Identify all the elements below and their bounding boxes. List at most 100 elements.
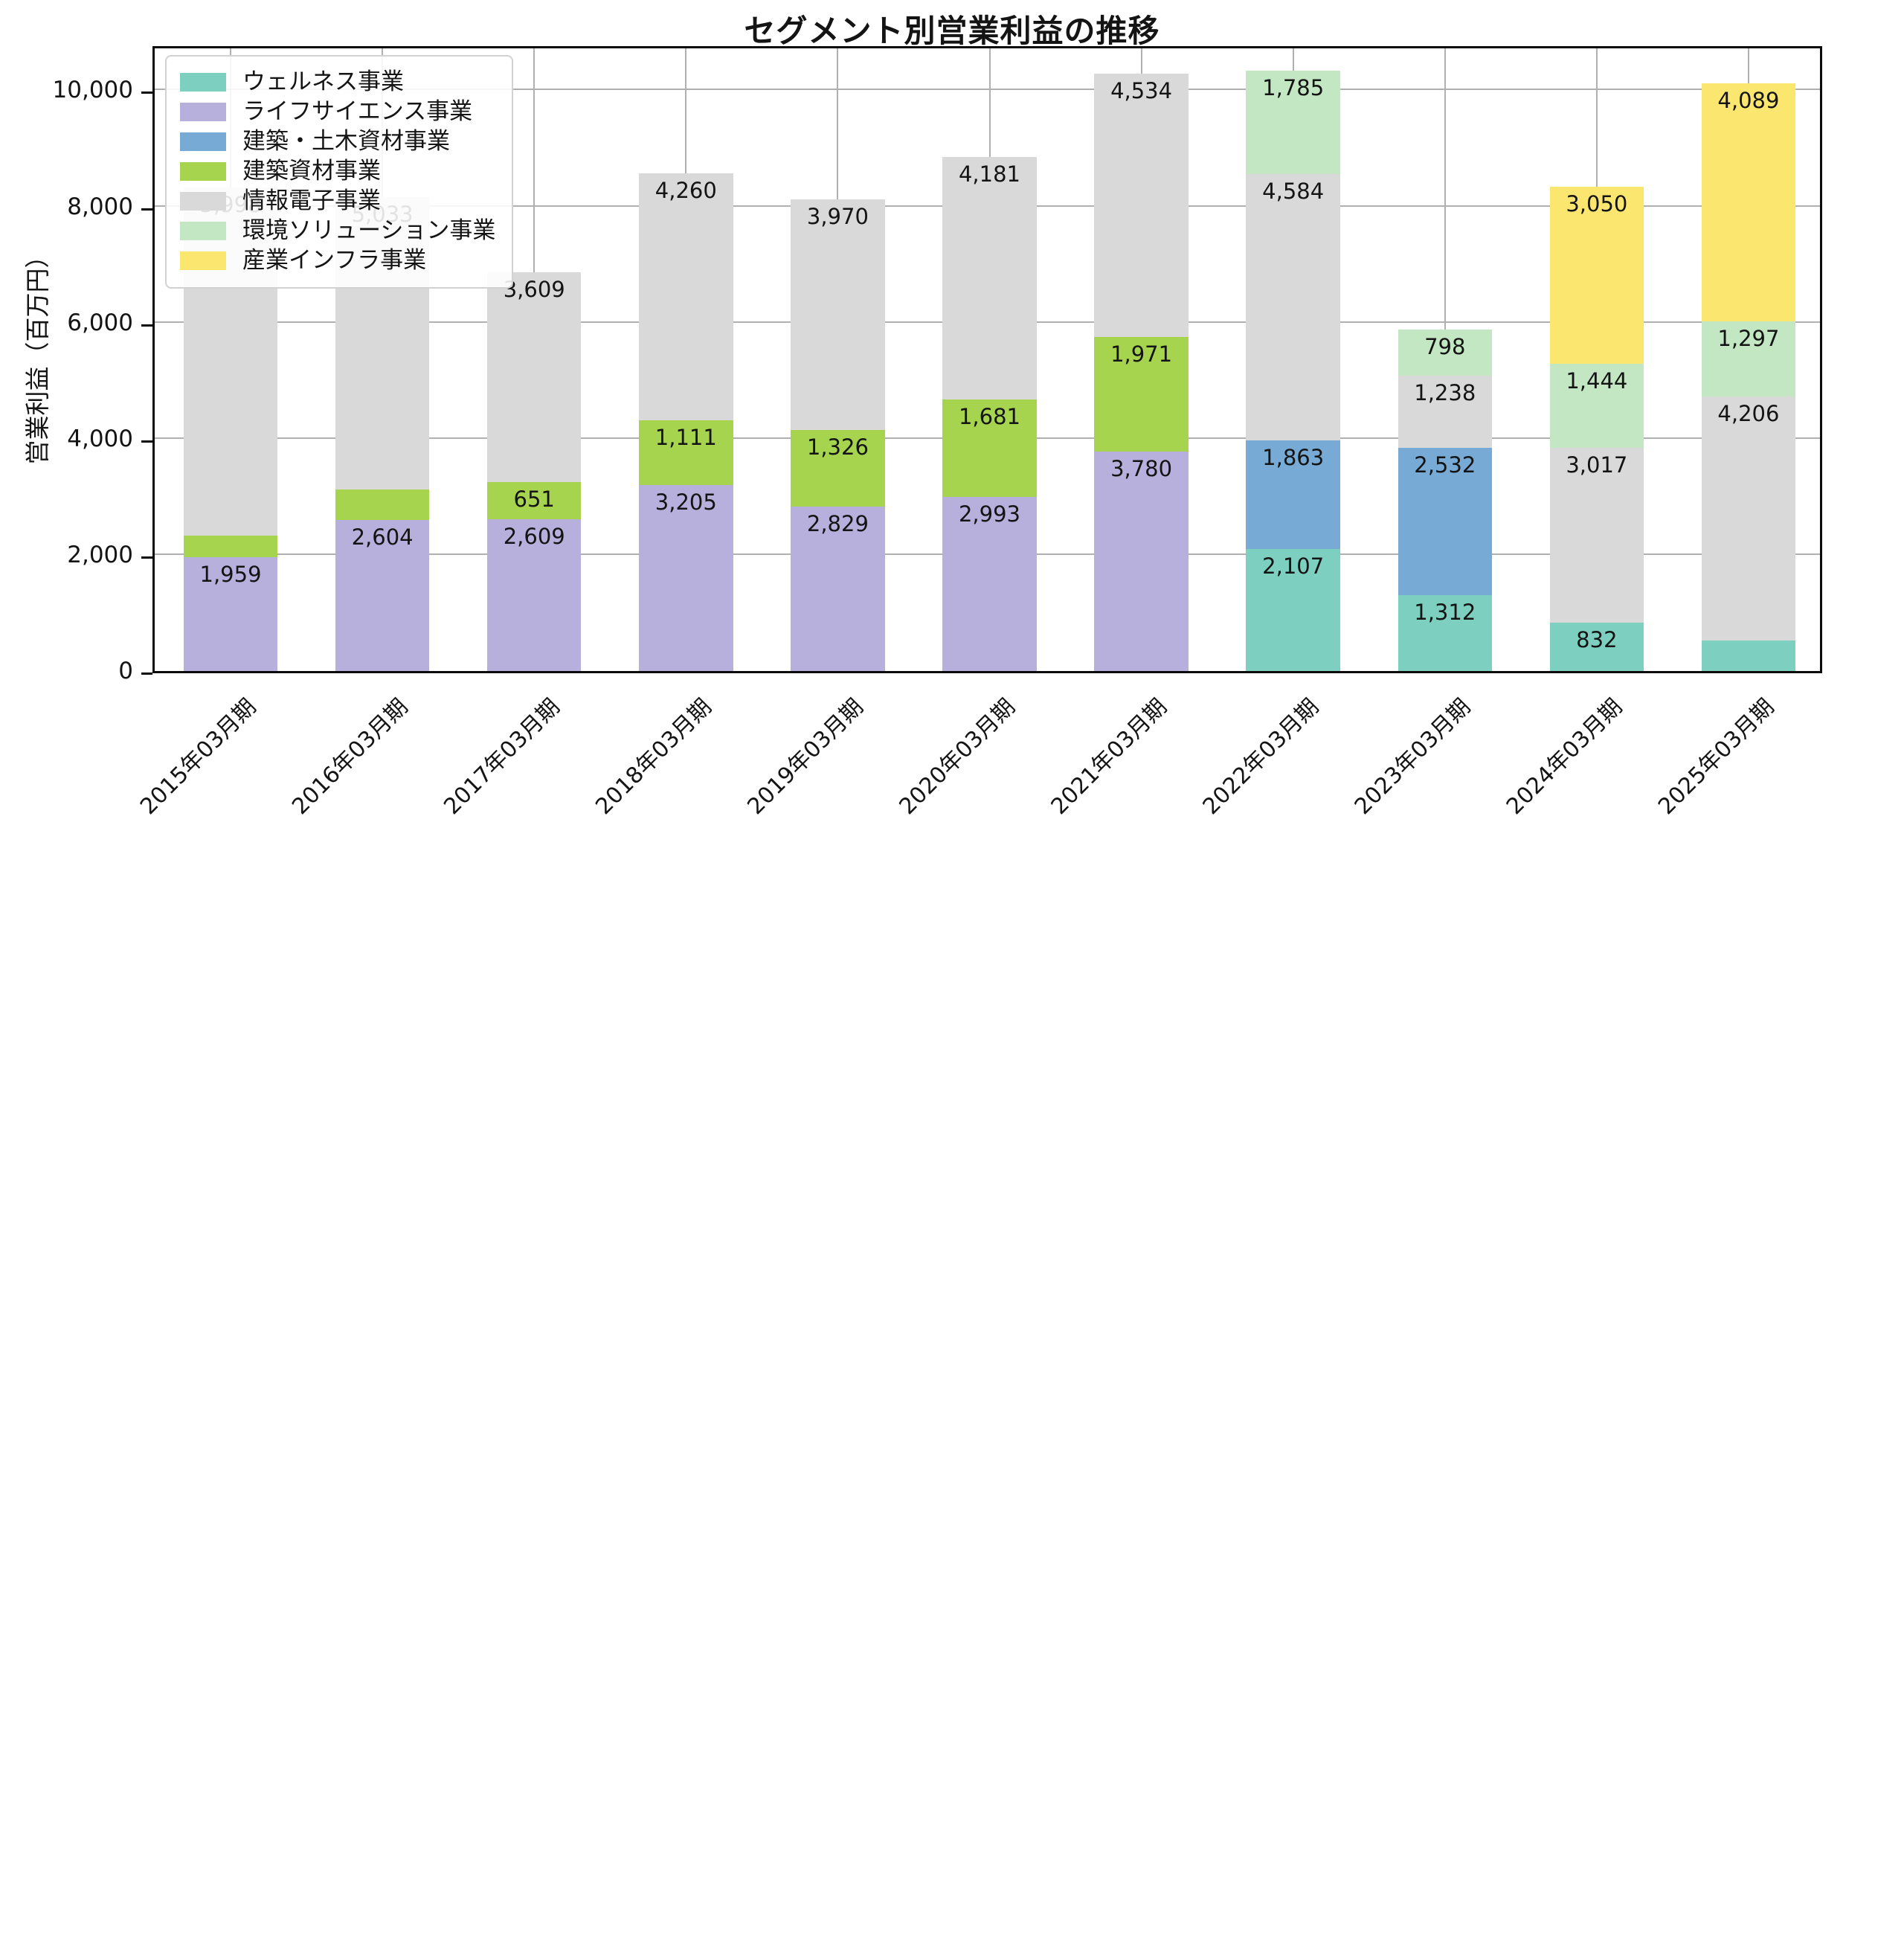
- bar-segment[interactable]: 1,959: [183, 557, 278, 671]
- y-tick-mark: [141, 556, 152, 559]
- bar-value-label: 2,107: [1262, 553, 1325, 579]
- y-tick-mark: [141, 440, 152, 443]
- bar-segment[interactable]: 522: [335, 458, 430, 520]
- bar-segment[interactable]: 4,089: [1701, 83, 1796, 321]
- bar-group[interactable]: 1,312 2,532 1,238 798: [1398, 330, 1493, 671]
- bar-group[interactable]: 2,609 651 3,609: [486, 272, 582, 671]
- bar-segment[interactable]: 1,444: [1549, 363, 1644, 448]
- bar-segment[interactable]: 2,829: [791, 507, 885, 671]
- bar-segment[interactable]: 3,050: [1549, 186, 1644, 364]
- bar-value-label: 1,959: [199, 562, 262, 588]
- bar-value-label: 3,205: [654, 489, 717, 515]
- legend-swatch-icon: [180, 72, 226, 92]
- bar-value-label: 3,050: [1566, 190, 1628, 216]
- bar-segment[interactable]: 4,534: [1094, 74, 1189, 338]
- bar-value-label: 1,444: [1566, 367, 1628, 394]
- legend-item-4[interactable]: 建築資材事業: [180, 156, 495, 186]
- bar-group[interactable]: 2,993 1,681 4,181: [942, 156, 1037, 671]
- x-tick-label: 2023年03月期: [1349, 693, 1476, 821]
- bar-segment[interactable]: 4,584: [1246, 174, 1340, 441]
- legend-swatch-icon: [180, 161, 226, 181]
- bar-group[interactable]: 3,205 1,111 4,260: [639, 173, 733, 671]
- page-title: セグメント別営業利益の推移: [744, 13, 1160, 49]
- bar-segment[interactable]: 4,181: [942, 156, 1037, 400]
- bar-value-label: 4,181: [958, 161, 1020, 187]
- bar-segment[interactable]: 2,107: [1246, 548, 1340, 671]
- bar-value-label: 2,532: [1414, 452, 1476, 478]
- bar-segment[interactable]: 1,785: [1246, 71, 1340, 175]
- bar-segment[interactable]: 2,609: [486, 519, 582, 671]
- bar-group[interactable]: 523 4,206 1,297 4,089: [1701, 83, 1796, 671]
- y-tick-label: 4,000: [67, 425, 133, 452]
- legend-item-2[interactable]: ライフサイエンス事業: [180, 97, 495, 126]
- bar-segment[interactable]: 2,604: [335, 519, 430, 671]
- bar-segment[interactable]: 2,993: [942, 497, 1037, 671]
- bar-segment[interactable]: 1,326: [791, 429, 885, 507]
- bar-segment[interactable]: 2,532: [1398, 447, 1493, 595]
- bar-group[interactable]: 2,829 1,326 3,970: [791, 199, 885, 671]
- bar-group[interactable]: 2,107 1,863 4,584 1,785: [1246, 71, 1340, 671]
- y-tick-label: 6,000: [67, 309, 133, 336]
- y-tick-mark: [141, 324, 152, 327]
- y-tick-label: 8,000: [67, 193, 133, 220]
- bar-segment[interactable]: 1,238: [1398, 376, 1493, 448]
- legend-swatch-icon: [180, 221, 226, 240]
- bar-value-label: 2,609: [503, 524, 565, 550]
- bar-segment[interactable]: 1,312: [1398, 594, 1493, 671]
- legend-item-6[interactable]: 環境ソリューション事業: [180, 216, 495, 245]
- legend-item-7[interactable]: 産業インフラ事業: [180, 245, 495, 275]
- bar-segment[interactable]: 4,260: [639, 173, 733, 421]
- bar-segment[interactable]: 3,970: [791, 199, 885, 430]
- bar-segment[interactable]: 3,205: [639, 484, 733, 671]
- bar-group[interactable]: 832 3,017 1,444 3,050: [1549, 186, 1644, 671]
- bar-value-label: 1,863: [1262, 445, 1325, 471]
- bar-value-label: 4,089: [1717, 88, 1780, 114]
- bar-value-label: 2,604: [351, 524, 414, 550]
- bar-segment[interactable]: 3,609: [486, 272, 582, 482]
- legend-item-1[interactable]: ウェルネス事業: [180, 67, 495, 97]
- bar-value-label: 2,829: [806, 511, 869, 537]
- bar-segment[interactable]: 1,971: [1094, 337, 1189, 452]
- bar-value-label: 4,260: [654, 177, 717, 203]
- bar-value-label: 3,970: [806, 203, 869, 229]
- legend: ウェルネス事業 ライフサイエンス事業 建築・土木資材事業 建築資材事業 情報電子事業 環境…: [165, 55, 514, 289]
- legend-swatch-icon: [180, 102, 226, 121]
- bar-value-label: 1,971: [1110, 341, 1173, 367]
- bar-value-label: 1,297: [1717, 325, 1780, 351]
- x-tick-label: 2020年03月期: [894, 693, 1020, 821]
- bar-value-label: 4,534: [1110, 78, 1173, 104]
- y-tick-mark: [141, 672, 152, 675]
- legend-item-3[interactable]: 建築・土木資材事業: [180, 126, 495, 156]
- y-tick-label: 0: [118, 658, 133, 684]
- bar-segment[interactable]: 651: [486, 481, 582, 520]
- legend-label: 産業インフラ事業: [242, 246, 427, 274]
- x-tick-label: 2016年03月期: [287, 693, 414, 821]
- legend-label: 建築資材事業: [242, 157, 381, 184]
- bar-segment[interactable]: 3,780: [1094, 451, 1189, 671]
- bar-value-label: 1,326: [806, 434, 869, 460]
- bar-value-label: 3,017: [1566, 452, 1628, 478]
- bar-segment[interactable]: 1,111: [639, 420, 733, 485]
- bar-segment[interactable]: 374: [183, 504, 278, 558]
- bar-value-label: 798: [1424, 334, 1466, 360]
- bar-segment[interactable]: 798: [1398, 330, 1493, 376]
- bar-segment[interactable]: 832: [1549, 623, 1644, 671]
- bar-segment[interactable]: 1,297: [1701, 321, 1796, 397]
- bar-segment[interactable]: 1,681: [942, 399, 1037, 498]
- legend-label: 情報電子事業: [242, 187, 381, 214]
- x-tick-label: 2022年03月期: [1197, 693, 1325, 821]
- legend-label: 環境ソリューション事業: [242, 216, 496, 244]
- bar-value-label: 1,238: [1414, 380, 1476, 406]
- bar-value-label: 3,780: [1110, 455, 1173, 481]
- bar-value-label: 1,312: [1414, 599, 1476, 625]
- bar-segment[interactable]: 1,863: [1246, 440, 1340, 549]
- legend-item-5[interactable]: 情報電子事業: [180, 186, 495, 216]
- y-tick-label: 2,000: [67, 541, 133, 568]
- x-tick-label: 2018年03月期: [591, 693, 717, 821]
- bar-segment[interactable]: 4,206: [1701, 396, 1796, 641]
- legend-label: 建築・土木資材事業: [242, 127, 450, 155]
- bar-group[interactable]: 3,780 1,971 4,534: [1094, 74, 1189, 671]
- bar-segment[interactable]: 3,017: [1549, 447, 1644, 623]
- bar-value-label: 4,584: [1262, 179, 1325, 205]
- bar-segment[interactable]: 523: [1701, 609, 1796, 671]
